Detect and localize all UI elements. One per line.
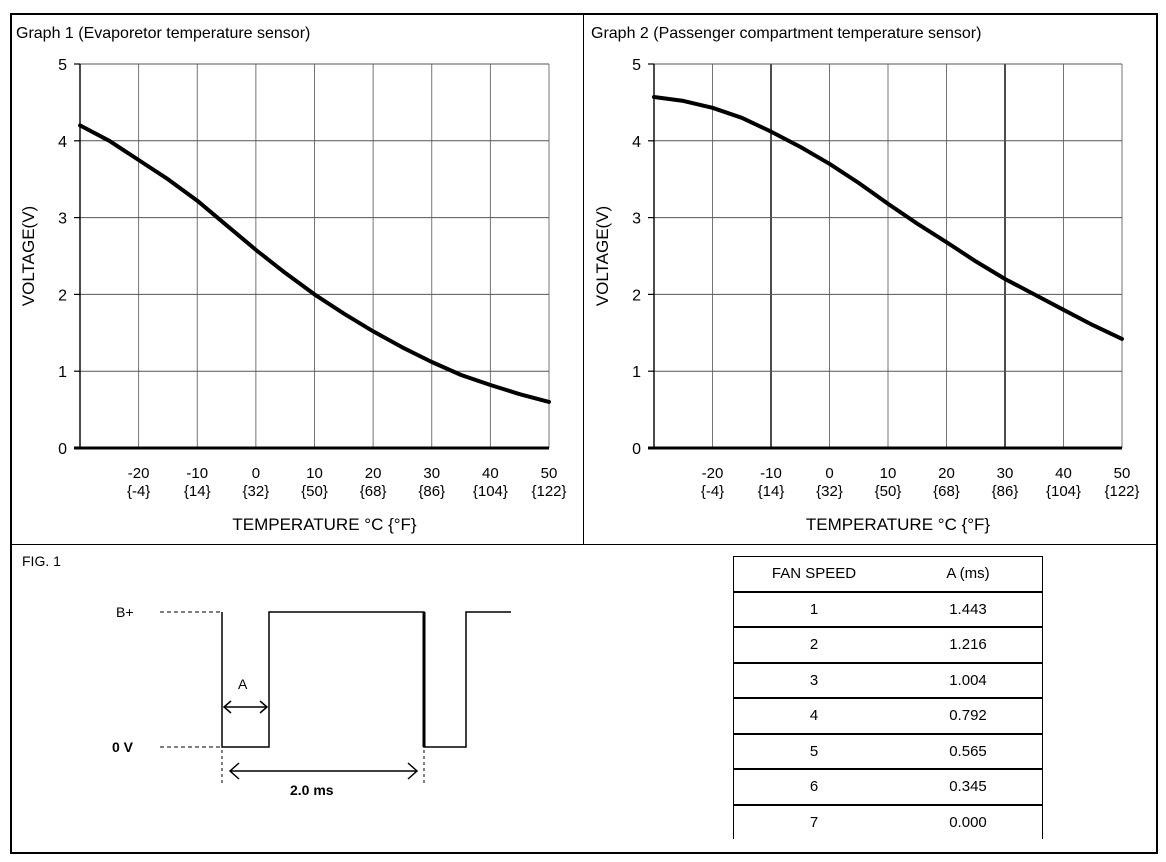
graph-2-title: Graph 2 (Passenger compartment temperatu… bbox=[591, 25, 982, 42]
x-tick-sublabel: {-4} bbox=[127, 483, 150, 500]
y-tick-label: 3 bbox=[58, 211, 67, 228]
table-row: 7 0.000 bbox=[734, 805, 1043, 840]
y-tick-label: 0 bbox=[632, 441, 641, 458]
a-value-cell: 0.000 bbox=[949, 813, 987, 831]
fan-speed-cell: 4 bbox=[733, 698, 894, 735]
y-tick-label: 2 bbox=[632, 287, 641, 304]
x-tick-sublabel: {68} bbox=[933, 483, 960, 500]
x-tick-sublabel: {122} bbox=[531, 483, 566, 500]
fan-speed-header: FAN SPEED bbox=[733, 556, 894, 593]
x-tick-label: 50 bbox=[541, 465, 558, 482]
y-tick-label: 5 bbox=[58, 57, 67, 74]
x-tick-label: -20 bbox=[128, 465, 150, 482]
table-row: 5 0.565 bbox=[733, 733, 1043, 770]
x-tick-label: 20 bbox=[365, 465, 382, 482]
x-tick-sublabel: {-4} bbox=[701, 483, 724, 500]
fan-table-header-row: FAN SPEED A (ms) bbox=[733, 556, 1043, 593]
a-value-cell: 1.004 bbox=[894, 662, 1043, 699]
x-tick-label: 30 bbox=[997, 465, 1014, 482]
y-tick-label: 1 bbox=[632, 364, 641, 381]
y-tick-label: 1 bbox=[58, 364, 67, 381]
voltage-curve-line bbox=[652, 95, 1124, 341]
fan-speed-cell: 6 bbox=[733, 769, 894, 806]
period-arrow-left-head bbox=[228, 762, 240, 780]
figure-frame bbox=[10, 13, 1158, 854]
x-axis-label: TEMPERATURE °C {°F} bbox=[806, 515, 991, 534]
x-tick-sublabel: {50} bbox=[875, 483, 902, 500]
x-tick-label: 40 bbox=[482, 465, 499, 482]
a-value-cell: 0.792 bbox=[894, 698, 1043, 735]
x-tick-label: 0 bbox=[825, 465, 833, 482]
y-tick-label: 2 bbox=[58, 287, 67, 304]
x-tick-label: 20 bbox=[938, 465, 955, 482]
x-tick-label: -10 bbox=[186, 465, 208, 482]
graph-1-title: Graph 1 (Evaporetor temperature sensor) bbox=[16, 25, 311, 42]
x-axis-label: TEMPERATURE °C {°F} bbox=[232, 515, 417, 534]
table-row: 6 0.345 bbox=[733, 769, 1043, 806]
x-tick-label: 10 bbox=[306, 465, 323, 482]
x-tick-label: -10 bbox=[760, 465, 782, 482]
y-tick-label: 3 bbox=[632, 211, 641, 228]
a-ms-header: A (ms) bbox=[894, 556, 1043, 593]
y-tick-label: 4 bbox=[632, 134, 641, 151]
x-tick-sublabel: {104} bbox=[473, 483, 508, 500]
x-tick-label: 50 bbox=[1114, 465, 1131, 482]
x-tick-sublabel: {86} bbox=[992, 483, 1019, 500]
a-value-cell: 0.565 bbox=[894, 733, 1043, 770]
y-axis-label: VOLTAGE(V) bbox=[19, 206, 38, 306]
x-tick-label: 40 bbox=[1055, 465, 1072, 482]
table-row: 2 1.216 bbox=[733, 627, 1043, 664]
panel-divider-horizontal bbox=[10, 544, 1158, 545]
b-plus-label: B+ bbox=[116, 604, 134, 620]
period-arrow-right-head bbox=[407, 762, 419, 780]
fan-speed-cell: 5 bbox=[733, 733, 894, 770]
x-tick-sublabel: {14} bbox=[184, 483, 211, 500]
table-row: 3 1.004 bbox=[733, 662, 1043, 699]
table-row: 1 1.443 bbox=[733, 591, 1043, 628]
x-tick-label: 30 bbox=[423, 465, 440, 482]
a-label: A bbox=[238, 676, 248, 692]
period-label: 2.0 ms bbox=[290, 782, 334, 798]
table-row: 4 0.792 bbox=[733, 698, 1043, 735]
x-tick-sublabel: {122} bbox=[1104, 483, 1139, 500]
y-tick-label: 4 bbox=[58, 134, 67, 151]
a-arrow-right-head bbox=[259, 700, 269, 714]
x-tick-sublabel: {86} bbox=[418, 483, 445, 500]
fig-1-label: FIG. 1 bbox=[22, 553, 61, 569]
pwm-waveform-line bbox=[221, 611, 511, 748]
x-tick-label: -20 bbox=[702, 465, 724, 482]
a-value-cell: 1.443 bbox=[894, 591, 1043, 628]
x-tick-sublabel: {104} bbox=[1046, 483, 1081, 500]
y-tick-label: 0 bbox=[58, 441, 67, 458]
voltage-curve-line bbox=[78, 123, 551, 404]
graph-2-passenger-chart: -20{-4}-10{14}0{32}10{50}20{68}30{86}40{… bbox=[593, 57, 1140, 534]
x-tick-sublabel: {32} bbox=[243, 483, 270, 500]
y-tick-label: 5 bbox=[632, 57, 641, 74]
x-tick-sublabel: {32} bbox=[816, 483, 843, 500]
x-tick-sublabel: {50} bbox=[301, 483, 328, 500]
zero-volt-label: 0 V bbox=[112, 739, 134, 755]
fan-speed-cell: 3 bbox=[733, 662, 894, 699]
a-arrow-left-head bbox=[222, 700, 232, 714]
a-value-cell: 1.216 bbox=[894, 627, 1043, 664]
a-value-cell: 0.345 bbox=[894, 769, 1043, 806]
panel-divider-vertical bbox=[583, 13, 584, 545]
graph-1-evaporator-chart: -20{-4}-10{14}0{32}10{50}20{68}30{86}40{… bbox=[19, 57, 567, 534]
fan-speed-cell: 1 bbox=[733, 591, 894, 628]
y-axis-label: VOLTAGE(V) bbox=[593, 206, 612, 306]
x-tick-label: 10 bbox=[880, 465, 897, 482]
fan-speed-cell: 7 bbox=[809, 813, 819, 831]
x-tick-sublabel: {14} bbox=[758, 483, 785, 500]
x-tick-sublabel: {68} bbox=[360, 483, 387, 500]
x-tick-label: 0 bbox=[252, 465, 260, 482]
fan-speed-cell: 2 bbox=[733, 627, 894, 664]
